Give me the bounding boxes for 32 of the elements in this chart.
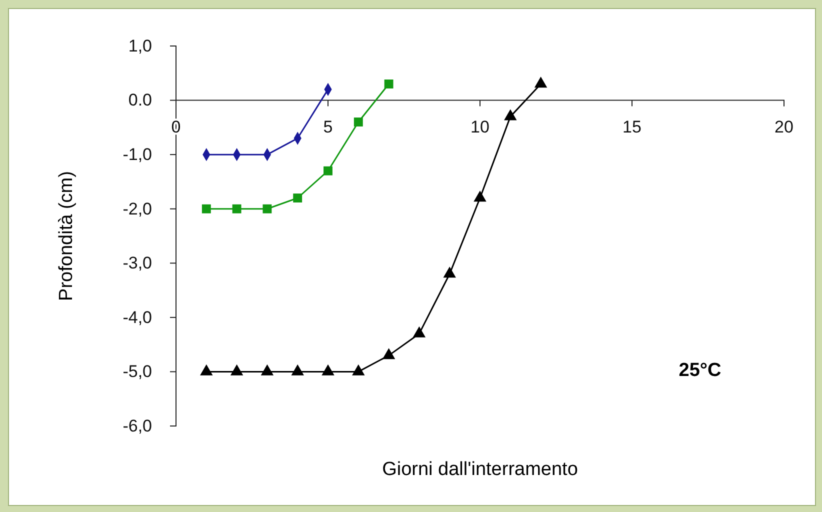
point xyxy=(262,204,272,214)
point xyxy=(384,80,394,88)
point xyxy=(230,364,244,376)
point xyxy=(382,348,396,360)
point xyxy=(474,190,486,202)
y-tick-label: 0.0 xyxy=(128,90,152,110)
y-tick-label: -2,0 xyxy=(122,199,152,218)
point xyxy=(293,194,302,202)
y-axis-title: Profondità (cm) xyxy=(56,171,77,301)
point xyxy=(443,266,456,278)
x-tick-label: 20 xyxy=(774,117,794,136)
point xyxy=(232,204,242,214)
x-tick-label: 5 xyxy=(323,117,333,136)
point xyxy=(354,118,363,126)
y-tick-label: 1,0 xyxy=(128,36,152,56)
point xyxy=(200,364,213,376)
point xyxy=(324,166,332,176)
point xyxy=(322,364,334,376)
point xyxy=(291,364,304,376)
point xyxy=(352,364,365,376)
annotation: 25°C xyxy=(678,360,722,381)
y-tick-label: -1,0 xyxy=(122,145,152,164)
y-tick-label: -6,0 xyxy=(122,416,152,436)
point xyxy=(202,204,211,214)
point xyxy=(412,326,426,338)
y-tick-label: -4,0 xyxy=(122,308,152,327)
x-tick-label: 15 xyxy=(622,117,642,136)
x-axis-title: Giorni dall'interramento xyxy=(382,459,578,480)
y-tick-label: -5,0 xyxy=(122,362,152,382)
y-tick-label: -3,0 xyxy=(122,254,152,273)
point xyxy=(260,364,274,376)
x-tick-label: 10 xyxy=(470,117,490,136)
